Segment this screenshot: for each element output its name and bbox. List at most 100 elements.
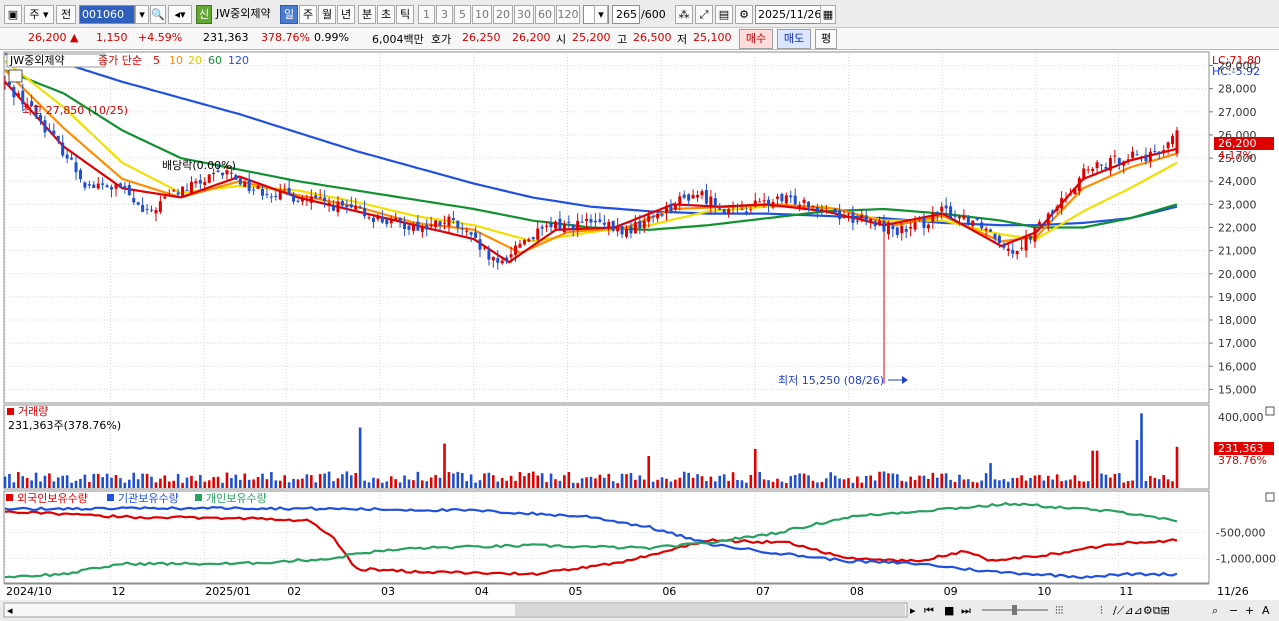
buy-button[interactable]: 매수 [739,29,773,49]
candle-body [727,209,731,214]
candle-body [1064,198,1068,200]
first-page-icon[interactable]: ⏮ [924,604,934,617]
zoom-out-icon[interactable]: − [1229,604,1238,617]
minute-option-60[interactable]: 60 [535,5,555,24]
timeframe-month[interactable]: 월 [318,5,336,24]
prev-button[interactable]: 전 [56,5,76,24]
code-dropdown-icon[interactable]: ▾ [135,5,149,24]
candle-body [349,204,353,208]
last-pct-tag: 4.17% [1218,149,1253,162]
timeframe-year[interactable]: 년 [337,5,355,24]
volume-bar [287,482,291,488]
stock-chart[interactable]: 29,00028,00027,00026,00025,00024,00023,0… [0,50,1279,621]
candle-body [984,228,988,231]
last-page-icon[interactable]: ⏭ [961,604,971,617]
candle-body [39,114,43,121]
candle-body [691,194,695,199]
candle-body [522,240,526,245]
volume-bar [265,479,269,488]
table-toggle-icon[interactable] [8,69,23,83]
font-size-icon[interactable]: A [1262,604,1270,617]
scroll-right-icon[interactable]: ▸ [910,604,916,617]
candle-body [625,228,629,237]
candle-body [158,201,162,212]
minute-option-5[interactable]: 5 [454,5,471,24]
minute-option-20[interactable]: 20 [493,5,513,24]
custom-interval-dropdown-icon[interactable]: ▾ [594,5,608,24]
save-icon[interactable]: ▤ [715,5,733,24]
timeframe-tick[interactable]: 틱 [396,5,414,24]
candle-body [642,220,646,229]
timeframe-day[interactable]: 일 [280,5,298,24]
draw-line-icon[interactable]: ∕⟋⊿⊿⚙⧉⊞ [1113,604,1170,617]
candle-body [105,185,109,188]
timeframe-second[interactable]: 초 [377,5,395,24]
date-tick-label: 2024/10 [6,585,52,598]
holding-tick-label: -500,000 [1216,526,1265,539]
eval-button[interactable]: 평 [815,29,837,49]
candle-body [1077,178,1081,191]
ask-value: 26,250 [462,31,501,44]
speaker-icon[interactable]: ◂▾ [168,5,192,24]
candle-body [975,217,979,220]
volume-bar [749,474,753,488]
volume-bar [1060,481,1063,488]
layout-icon[interactable]: ▣ [4,5,22,24]
volume-panel-close-icon[interactable] [1265,406,1275,416]
calendar-icon[interactable]: ▦ [820,5,836,24]
timeframe-minute[interactable]: 분 [358,5,376,24]
stop-icon[interactable]: ■ [944,604,954,617]
holding-panel-close-icon[interactable] [1265,492,1275,502]
zoom-in-icon[interactable]: + [1245,604,1254,617]
search-icon[interactable]: 🔍 [150,5,166,24]
period-select[interactable]: 주 ▾ [24,5,54,24]
candle-body [252,189,256,191]
candle-body [518,243,522,248]
sell-button[interactable]: 매도 [777,29,811,49]
candle-body [775,196,779,199]
stock-code-input[interactable]: 001060 [79,5,135,24]
scroll-left-icon[interactable]: ◂ [7,604,13,617]
zoom-search-icon[interactable]: ⌕ [1212,604,1218,617]
bar-type-icon[interactable]: ⫶ [1100,604,1103,617]
candle-body [1068,194,1072,196]
candle-body [744,211,748,213]
candle-body [1006,248,1010,251]
minute-option-3[interactable]: 3 [436,5,453,24]
volume-bar [496,481,500,488]
credit-badge[interactable]: 신 [196,5,212,24]
count-input[interactable]: 265 [612,5,640,24]
volume-bar [864,475,868,488]
toolbar: ▣ 주 ▾ 전 001060 ▾ 🔍 ◂▾ 신 JW중외제약 일 주 월 년 분… [0,0,1279,28]
timeframe-week[interactable]: 주 [299,5,317,24]
scroll-thumb[interactable] [515,604,905,616]
price-tick-label: 28,000 [1218,83,1257,96]
volume-bar [629,473,633,488]
candle-body [354,206,358,210]
minute-option-10[interactable]: 10 [472,5,492,24]
candle-body [398,217,402,221]
volume-bar [327,471,331,488]
volume-bar [199,474,202,488]
candle-body [989,229,993,232]
minute-option-120[interactable]: 120 [556,5,580,24]
candle-body [96,183,100,189]
candle-body [1162,150,1166,153]
high-value: 26,500 [633,31,672,44]
candle-body [136,202,140,205]
zoom-slider-handle[interactable] [1012,605,1017,615]
candle-type-icon[interactable]: ⫶⫶⫶ [1055,604,1064,617]
volume-bar [873,480,877,488]
volume-bar [678,477,682,488]
minute-option-30[interactable]: 30 [514,5,534,24]
minute-option-1[interactable]: 1 [418,5,435,24]
candle-body [531,236,535,240]
candle-body [1139,157,1143,159]
gear-icon[interactable]: ⚙ [735,5,753,24]
chart-tools-icon[interactable]: ⁂ [675,5,693,24]
crosshair-icon[interactable]: ⤢ [695,5,713,24]
date-input[interactable]: 2025/11/26 [755,5,821,24]
candle-body [371,217,375,222]
volume-bar [909,476,912,488]
price-value: 26,200 [28,31,67,44]
